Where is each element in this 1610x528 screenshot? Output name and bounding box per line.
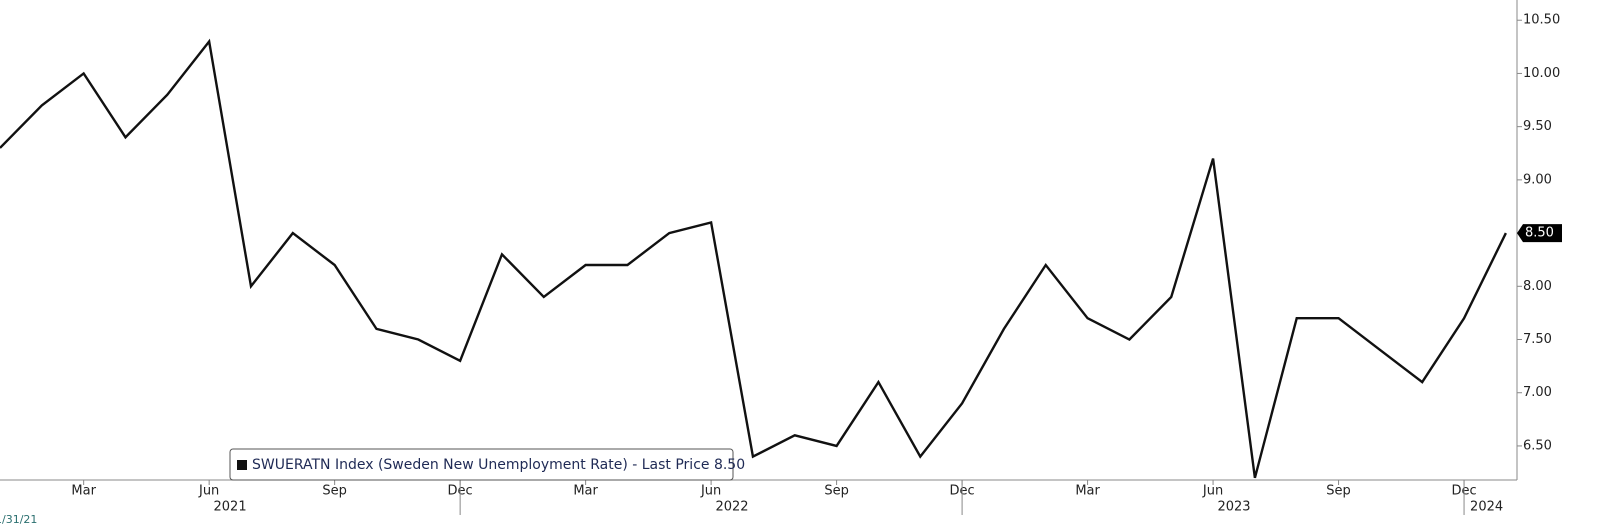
x-tick-label: Mar (573, 484, 598, 499)
y-tick-label: 8.00 (1523, 279, 1552, 294)
data-line (0, 38, 1507, 479)
legend-swatch (237, 460, 247, 470)
y-tick-label: 10.00 (1523, 66, 1560, 81)
year-label: 2021 (214, 500, 247, 515)
y-tick-label: 9.00 (1523, 172, 1552, 187)
x-tick-label: Sep (824, 484, 849, 499)
y-tick-label: 6.50 (1523, 438, 1552, 453)
y-tick-label: 9.50 (1523, 119, 1552, 134)
year-label: 2024 (1470, 500, 1503, 515)
legend-box (229, 448, 734, 481)
start-date-label: 01/31/21 (0, 513, 37, 526)
x-tick-label: Sep (322, 484, 347, 499)
y-tick-label: 7.00 (1523, 385, 1552, 400)
y-tick-label: 10.50 (1523, 13, 1560, 28)
x-tick-label: Sep (1326, 484, 1351, 499)
last-price-box (1517, 224, 1562, 243)
year-label: 2023 (1217, 500, 1250, 515)
y-tick-label: 7.50 (1523, 332, 1552, 347)
x-tick-label: Jun (1202, 484, 1223, 499)
x-tick-label: Jun (198, 484, 219, 499)
x-tick-label: Jun (700, 484, 721, 499)
last-price-label: 8.50 (1525, 226, 1554, 241)
x-tick-label: Mar (71, 484, 96, 499)
legend: SWUERATN Index (Sweden New Unemployment … (229, 448, 745, 481)
x-tick-label: Mar (1075, 484, 1100, 499)
year-label: 2022 (715, 500, 748, 515)
legend-label: SWUERATN Index (Sweden New Unemployment … (252, 457, 745, 473)
